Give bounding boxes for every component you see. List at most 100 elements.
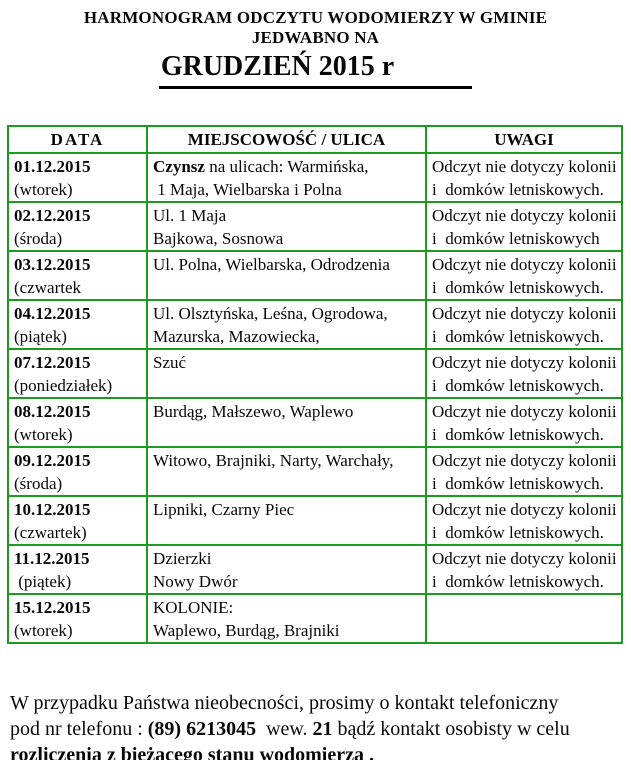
- table-row: 15.12.2015 (wtorek) KOLONIE: Waplewo, Bu…: [7, 593, 623, 644]
- date-value: 11.12.2015: [14, 549, 90, 568]
- weekday-value: (wtorek): [14, 621, 73, 640]
- table-row: 09.12.2015 (środa) Witowo, Brajniki, Nar…: [7, 446, 623, 497]
- contact-note: W przypadku Państwa nieobecności, prosim…: [10, 690, 622, 760]
- place-line-2: Mazurska, Mazowiecka,: [153, 327, 320, 346]
- document-title: HARMONOGRAM ODCZYTU WODOMIERZY W GMINIE …: [0, 0, 631, 89]
- date-cell: 01.12.2015 (wtorek): [7, 152, 148, 203]
- place-line-1: Lipniki, Czarny Piec: [153, 500, 295, 519]
- note-cell: Odczyt nie dotyczy kolonii i domków letn…: [425, 397, 623, 448]
- place-cell: Ul. 1 Maja Bajkowa, Sosnowa: [146, 201, 427, 252]
- phone-label: pod nr telefonu :: [10, 718, 148, 740]
- phone-number: (89) 6213045: [147, 718, 257, 740]
- date-cell: 11.12.2015 (piątek): [7, 544, 148, 595]
- table-row: 01.12.2015 (wtorek) Czynsz na ulicach: W…: [7, 152, 623, 203]
- place-line-1: Dzierzki: [153, 549, 212, 568]
- date-value: 03.12.2015: [14, 255, 91, 274]
- date-cell: 04.12.2015 (piątek): [7, 299, 148, 350]
- table-row: 04.12.2015 (piątek) Ul. Olsztyńska, Leśn…: [7, 299, 623, 350]
- place-line-2: Bajkowa, Sosnowa: [153, 229, 284, 248]
- place-line-1: Ul. Polna, Wielbarska, Odrodzenia: [153, 255, 390, 274]
- note-cell: Odczyt nie dotyczy kolonii i domków letn…: [425, 201, 623, 252]
- header-cell-data: DATA: [7, 125, 148, 154]
- weekday-value: (wtorek): [14, 425, 73, 444]
- meter-state-text: bieżącego stanu wodomierza .: [120, 744, 374, 760]
- date-cell: 08.12.2015 (wtorek): [7, 397, 148, 448]
- table-row: 03.12.2015 (czwartek Ul. Polna, Wielbars…: [7, 250, 623, 301]
- table-row: 08.12.2015 (wtorek) Burdąg, Małszewo, Wa…: [7, 397, 623, 448]
- contact-note-line-3: rozliczenia z bieżącego stanu wodomierza…: [10, 742, 622, 760]
- note-line-1: Odczyt nie dotyczy kolonii: [432, 500, 617, 519]
- weekday-value: (poniedziałek): [14, 376, 113, 395]
- date-value: 10.12.2015: [14, 500, 91, 519]
- contact-note-line-2: pod nr telefonu : (89) 6213045 wew. 21 b…: [10, 716, 622, 742]
- extension-label: wew.: [256, 718, 313, 740]
- contact-text: bądź kontakt osobisty w celu: [332, 718, 570, 740]
- date-cell: 03.12.2015 (czwartek: [7, 250, 148, 301]
- title-line-2: JEDWABNO NA: [251, 28, 380, 47]
- weekday-value: (środa): [14, 229, 63, 248]
- table-row: 11.12.2015 (piątek) Dzierzki Nowy Dwór O…: [7, 544, 623, 595]
- place-line-2: Nowy Dwór: [153, 572, 238, 591]
- date-value: 08.12.2015: [14, 402, 91, 421]
- contact-note-line-1: W przypadku Państwa nieobecności, prosim…: [10, 692, 559, 714]
- date-value: 15.12.2015: [14, 598, 91, 617]
- table-row: 07.12.2015 (poniedziałek) Szuć Odczyt ni…: [7, 348, 623, 399]
- note-cell: Odczyt nie dotyczy kolonii i domków letn…: [425, 152, 623, 203]
- place-cell: Witowo, Brajniki, Narty, Warchały,: [146, 446, 427, 497]
- date-value: 09.12.2015: [14, 451, 91, 470]
- date-cell: 15.12.2015 (wtorek): [7, 593, 148, 644]
- table-body: 01.12.2015 (wtorek) Czynsz na ulicach: W…: [7, 152, 623, 644]
- place-text: na ulicach: Warmińska,: [204, 157, 369, 176]
- table-row: 10.12.2015 (czwartek) Lipniki, Czarny Pi…: [7, 495, 623, 546]
- note-line-2: i domków letniskowych.: [432, 376, 604, 395]
- note-cell: Odczyt nie dotyczy kolonii i domków letn…: [425, 250, 623, 301]
- weekday-value: (piątek): [14, 327, 67, 346]
- note-line-1: Odczyt nie dotyczy kolonii: [432, 402, 617, 421]
- place-cell: Burdąg, Małszewo, Waplewo: [146, 397, 427, 448]
- note-cell: Odczyt nie dotyczy kolonii i domków letn…: [425, 544, 623, 595]
- note-cell: Odczyt nie dotyczy kolonii i domków letn…: [425, 495, 623, 546]
- date-value: 07.12.2015: [14, 353, 91, 372]
- note-line-1: Odczyt nie dotyczy kolonii: [432, 255, 617, 274]
- place-cell: Lipniki, Czarny Piec: [146, 495, 427, 546]
- note-line-1: Odczyt nie dotyczy kolonii: [432, 549, 617, 568]
- table-row: 02.12.2015 (środa) Ul. 1 Maja Bajkowa, S…: [7, 201, 623, 252]
- place-line-1: Ul. 1 Maja: [153, 206, 227, 225]
- place-line-1: Witowo, Brajniki, Narty, Warchały,: [153, 451, 394, 470]
- weekday-value: (środa): [14, 474, 63, 493]
- date-value: 04.12.2015: [14, 304, 91, 323]
- note-cell: Odczyt nie dotyczy kolonii i domków letn…: [425, 446, 623, 497]
- place-bold-word: Czynsz: [153, 157, 205, 176]
- note-line-2: i domków letniskowych.: [432, 572, 604, 591]
- date-value: 01.12.2015: [14, 157, 91, 176]
- date-value: 02.12.2015: [14, 206, 91, 225]
- place-cell: Szuć: [146, 348, 427, 399]
- weekday-value: (wtorek): [14, 180, 73, 199]
- place-cell: Dzierzki Nowy Dwór: [146, 544, 427, 595]
- table-header: DATA MIEJSCOWOŚĆ / ULICA UWAGI: [7, 125, 623, 154]
- title-line-3: GRUDZIEŃ 2015 r: [0, 50, 631, 89]
- note-line-2: i domków letniskowych.: [432, 278, 604, 297]
- note-line-2: i domków letniskowych.: [432, 180, 604, 199]
- extension-number: 21: [312, 718, 333, 740]
- place-line-1: Burdąg, Małszewo, Waplewo: [153, 402, 354, 421]
- note-line-2: i domków letniskowych.: [432, 474, 604, 493]
- place-line-1: KOLONIE:: [153, 598, 234, 617]
- schedule-table: DATA MIEJSCOWOŚĆ / ULICA UWAGI 01.12.201…: [7, 125, 623, 644]
- place-cell: Ul. Olsztyńska, Leśna, Ogrodowa, Mazursk…: [146, 299, 427, 350]
- note-line-2: i domków letniskowych.: [432, 425, 604, 444]
- month-title: GRUDZIEŃ 2015 r: [158, 50, 473, 89]
- weekday-value: (czwartek): [14, 523, 87, 542]
- settlement-text: rozliczenia z: [10, 744, 121, 760]
- date-cell: 09.12.2015 (środa): [7, 446, 148, 497]
- note-cell: [425, 593, 623, 644]
- title-line-1: HARMONOGRAM ODCZYTU WODOMIERZY W GMINIE: [83, 8, 548, 27]
- note-line-1: Odczyt nie dotyczy kolonii: [432, 157, 617, 176]
- note-line-1: Odczyt nie dotyczy kolonii: [432, 353, 617, 372]
- weekday-value: (piątek): [14, 572, 72, 591]
- note-line-1: Odczyt nie dotyczy kolonii: [432, 304, 617, 323]
- note-line-2: i domków letniskowych: [432, 229, 600, 248]
- date-cell: 10.12.2015 (czwartek): [7, 495, 148, 546]
- date-cell: 02.12.2015 (środa): [7, 201, 148, 252]
